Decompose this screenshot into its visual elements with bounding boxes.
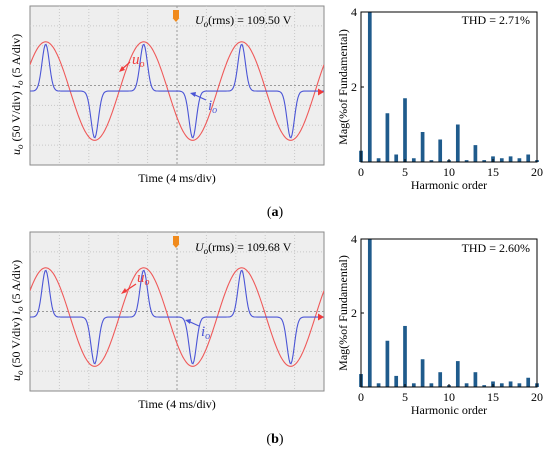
- harmonic-bar-13-b: [473, 372, 478, 387]
- harmonic-bar-4-b: [394, 375, 399, 387]
- x-tick-label-b: 15: [487, 390, 499, 404]
- harmonic-bar-1-a: [367, 12, 372, 162]
- harmonic-bar-4-a: [394, 154, 399, 162]
- harmonic-y-label-a: Mag(%of Fundamental): [336, 29, 350, 145]
- trigger-marker-b: [172, 236, 180, 248]
- y-axis-label-b: uo (50 V/div) io (5 A/div): [9, 260, 25, 381]
- harmonic-bar-11-b: [455, 361, 460, 387]
- u-o-waveform-a: [30, 41, 324, 141]
- x-axis-label-b: Time (4 ms/div): [138, 397, 216, 411]
- harmonic-bar-14-a: [482, 160, 487, 162]
- harmonic-bar-8-a: [429, 160, 434, 162]
- i-o-waveform-a: [30, 43, 324, 139]
- y-axis-label-a: uo (50 V/div) io (5 A/div): [9, 34, 25, 155]
- harmonic-bar-18-a: [517, 158, 522, 162]
- u-o-arrowhead-b: [121, 288, 127, 294]
- trigger-marker-a: [172, 10, 180, 22]
- harmonic-bar-12-b: [464, 383, 469, 387]
- y-tick-label-a: 4: [351, 5, 357, 19]
- x-tick-label-a: 0: [358, 165, 364, 179]
- panel-a: Uo(rms) = 109.50 V uo io uo (50 V/div) i…: [9, 5, 543, 220]
- harmonic-bar-14-b: [482, 385, 487, 387]
- y-tick-label-b: 4: [351, 232, 357, 246]
- thd-label-a: THD = 2.71%: [462, 13, 530, 27]
- harmonic-bar-7-b: [420, 359, 425, 387]
- harmonic-x-label-a: Harmonic order: [411, 178, 487, 192]
- harmonic-bar-9-b: [438, 372, 443, 387]
- harmonic-bar-3-b: [385, 340, 390, 387]
- harmonic-bar-16-b: [499, 383, 504, 387]
- harmonic-bar-12-a: [464, 160, 469, 162]
- harmonic-bar-5-a: [403, 98, 407, 162]
- harmonic-bar-13-a: [473, 145, 478, 162]
- ground-marker-b: [318, 313, 324, 321]
- x-tick-label-a: 10: [443, 165, 455, 179]
- harmonic-bar-17-b: [508, 381, 513, 387]
- thd-label-b: THD = 2.60%: [462, 241, 530, 255]
- x-tick-label-b: 20: [531, 390, 543, 404]
- harmonic-bar-19-b: [526, 377, 531, 387]
- harmonic-bar-9-a: [438, 139, 443, 162]
- harmonic-bar-2-a: [376, 158, 381, 162]
- x-tick-label-a: 15: [487, 165, 499, 179]
- i-o-waveform-b: [30, 269, 324, 365]
- harmonic-bar-2-b: [376, 383, 381, 387]
- harmonic-chart-b: 0 5 10 15 20 2 4 Harmonic order Mag(%of Fundamen…: [336, 232, 543, 417]
- x-tick-label-a: 20: [531, 165, 543, 179]
- x-tick-label-b: 0: [358, 390, 364, 404]
- harmonic-bar-3-a: [385, 113, 390, 162]
- panel-label-a: (a): [267, 205, 284, 220]
- rms-readout-b: Uo(rms) = 109.68 V: [195, 240, 292, 256]
- x-tick-label-a: 5: [402, 165, 408, 179]
- i-o-label-b: io: [201, 324, 210, 342]
- x-tick-label-b: 5: [402, 390, 408, 404]
- harmonic-bar-5-b: [403, 325, 407, 387]
- y-tick-label-b: 2: [351, 306, 357, 320]
- i-o-arrowhead-a: [190, 92, 196, 97]
- harmonic-bar-8-b: [429, 383, 434, 387]
- u-o-waveform-b: [30, 267, 324, 367]
- harmonic-bar-16-a: [499, 158, 504, 162]
- harmonic-x-label-b: Harmonic order: [411, 403, 487, 417]
- i-o-label-a: io: [208, 98, 217, 116]
- harmonic-bar-11-a: [455, 124, 460, 162]
- harmonic-bar-6-a: [411, 158, 416, 162]
- harmonic-y-label-b: Mag(%of Fundamental): [336, 255, 350, 371]
- oscilloscope-grid-a: [30, 6, 324, 165]
- x-tick-label-b: 10: [443, 390, 455, 404]
- rms-readout-a: Uo(rms) = 109.50 V: [195, 13, 292, 29]
- harmonic-bar-17-a: [508, 156, 513, 162]
- u-o-arrowhead-a: [119, 66, 125, 72]
- harmonic-bar-1-b: [367, 239, 372, 387]
- harmonic-chart-a: 0 5 10 15 20 2 4 Harmonic order Mag(%of Fundamen…: [336, 5, 543, 192]
- u-o-label-a: uo: [132, 52, 145, 70]
- harmonic-bar-6-b: [411, 383, 416, 387]
- i-o-arrowhead-b: [185, 319, 191, 324]
- ground-marker-a: [318, 88, 324, 96]
- x-axis-label-a: Time (4 ms/div): [138, 171, 216, 185]
- harmonic-bar-18-b: [517, 383, 522, 387]
- harmonic-bar-19-a: [526, 154, 531, 162]
- panel-label-b: (b): [266, 432, 283, 447]
- oscilloscope-grid-b: [30, 232, 324, 391]
- y-tick-label-a: 2: [351, 80, 357, 94]
- harmonic-bar-7-a: [420, 132, 425, 162]
- panel-b: Uo(rms) = 109.68 V uo io uo (50 V/div) i…: [9, 231, 543, 447]
- u-o-label-b: uo: [137, 270, 150, 288]
